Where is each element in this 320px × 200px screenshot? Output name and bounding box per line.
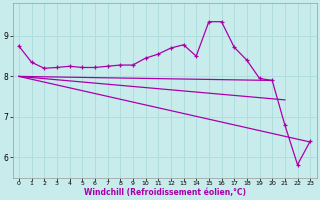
X-axis label: Windchill (Refroidissement éolien,°C): Windchill (Refroidissement éolien,°C)	[84, 188, 245, 197]
